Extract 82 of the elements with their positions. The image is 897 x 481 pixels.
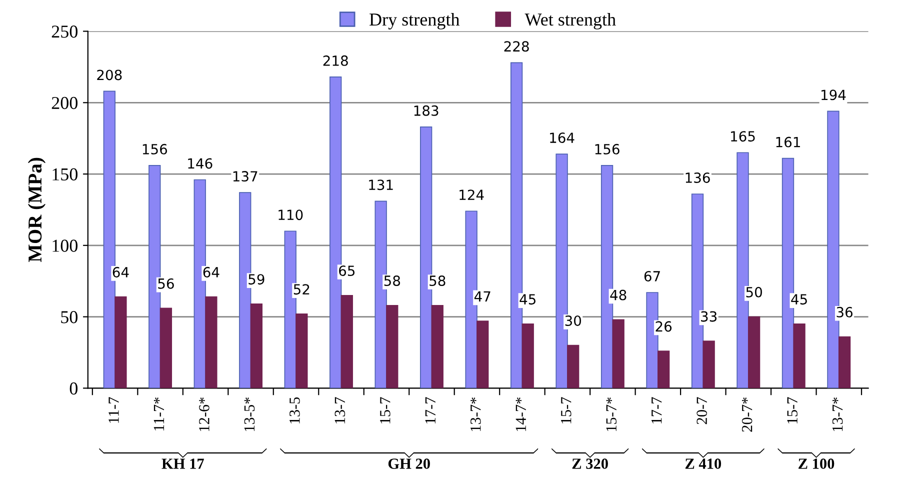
data-label: 64 <box>112 266 129 278</box>
data-label: 110 <box>278 210 303 220</box>
x-tick-label: 11-7* <box>154 397 164 430</box>
data-label: 156 <box>595 144 620 154</box>
y-tick-label: 100 <box>52 240 78 252</box>
x-tick-label: 20-7* <box>742 397 752 432</box>
data-label: 58 <box>430 276 446 286</box>
x-tick-label: 13-5* <box>244 397 255 432</box>
y-tick-label: 150 <box>52 168 78 180</box>
data-label: 156 <box>142 144 168 154</box>
data-label: 165 <box>731 131 755 142</box>
text: Z 320 <box>572 458 608 469</box>
y-tick-label: 250 <box>52 26 78 38</box>
data-label: 218 <box>323 55 348 66</box>
data-label: 58 <box>384 276 400 286</box>
data-label: 30 <box>565 315 582 326</box>
data-label: 48 <box>610 290 626 300</box>
x-tick-label: 13-7* <box>832 397 843 432</box>
data-label: 45 <box>520 294 536 305</box>
x-tick-label: 14-7* <box>516 397 526 432</box>
data-label: 228 <box>504 41 529 52</box>
legend-label: Dry strength <box>370 12 460 30</box>
data-label: 45 <box>791 294 807 305</box>
x-tick-label: 15-7* <box>606 397 617 432</box>
x-tick-label: 17-7 <box>425 397 436 424</box>
data-label: 47 <box>474 291 490 302</box>
text: Z 100 <box>798 458 834 469</box>
data-label: 208 <box>97 70 122 80</box>
bar <box>340 294 353 388</box>
x-tick-label: 13-5 <box>290 397 300 424</box>
bar <box>567 344 580 388</box>
bar <box>386 304 398 388</box>
data-label: 136 <box>686 172 710 183</box>
y-axis-title: MOR (MPa) <box>28 158 46 262</box>
bar <box>296 314 308 388</box>
data-label: 194 <box>822 90 846 100</box>
bar <box>160 308 172 388</box>
text: GH 20 <box>388 458 430 469</box>
data-label: 146 <box>188 158 212 169</box>
text: Z 410 <box>685 458 722 469</box>
x-tick-label: 12-6* <box>199 397 210 432</box>
bar <box>612 319 624 388</box>
bar <box>658 350 670 388</box>
bar <box>205 296 218 388</box>
bar <box>250 304 262 388</box>
data-label: 183 <box>414 105 438 116</box>
bar <box>702 340 715 388</box>
data-label: 124 <box>460 190 484 200</box>
data-label: 33 <box>701 311 717 322</box>
bar <box>793 324 806 388</box>
bar <box>838 336 851 388</box>
data-label: 161 <box>776 136 800 148</box>
x-tick-label: 20-7 <box>696 397 707 424</box>
y-tick-label: 200 <box>52 96 78 110</box>
x-tick-label: 11-7 <box>108 397 119 423</box>
bar <box>522 324 534 388</box>
bar <box>476 320 489 388</box>
data-label: 59 <box>248 274 264 285</box>
x-tick-label: 13-7 <box>334 397 346 424</box>
x-tick-label: 17-7 <box>652 397 662 424</box>
data-label: 164 <box>550 132 574 144</box>
data-label: 64 <box>203 266 220 278</box>
data-label: 131 <box>369 180 393 190</box>
data-label: 137 <box>233 171 258 182</box>
legend-label: Wet strength <box>524 12 616 30</box>
x-tick-label: 15-7 <box>561 397 572 424</box>
text: KH 17 <box>162 458 204 469</box>
data-label: 52 <box>294 284 310 295</box>
data-label: 67 <box>644 270 660 282</box>
bar <box>431 304 444 388</box>
bar <box>114 296 127 388</box>
data-label: 26 <box>656 321 672 332</box>
y-tick-label: 0 <box>70 382 78 395</box>
x-tick-label: 15-7 <box>380 397 390 424</box>
data-label: 36 <box>836 306 853 318</box>
data-label: 65 <box>339 266 355 276</box>
y-tick-label: 50 <box>61 311 78 324</box>
bar <box>748 316 760 388</box>
data-label: 50 <box>746 286 762 298</box>
x-tick-label: 15-7 <box>787 397 798 424</box>
x-tick-label: 13-7* <box>470 397 481 432</box>
data-label: 56 <box>158 278 174 289</box>
